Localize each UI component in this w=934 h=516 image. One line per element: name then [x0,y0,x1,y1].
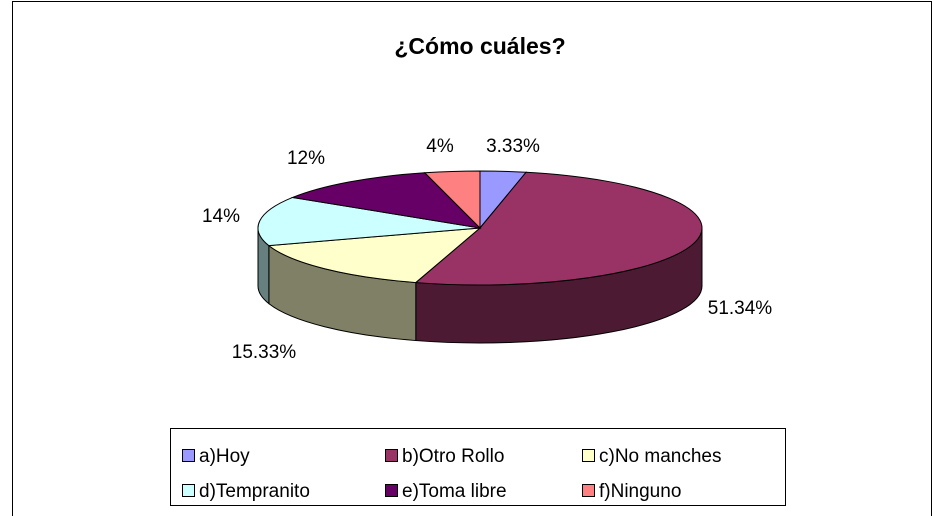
legend-label: a)Hoy [199,446,250,467]
legend-label: b)Otro Rollo [402,446,504,467]
legend-label: c)No manches [599,446,722,467]
data-label: 4% [426,136,454,157]
chart-title: ¿Cómo cuáles? [394,33,565,59]
legend-swatch [582,484,595,497]
legend-swatch [582,449,595,462]
data-label: 14% [202,206,240,227]
legend-label: f)Ninguno [599,481,681,502]
data-label: 3.33% [486,136,540,157]
legend-swatch [385,449,398,462]
slice [414,171,703,286]
legend-swatch [385,484,398,497]
legend-swatch [182,484,195,497]
slice [257,196,481,247]
data-label: 12% [287,148,325,169]
legend-box [170,428,786,506]
legend-label: d)Tempranito [199,481,310,502]
legend-swatch [182,449,195,462]
slice [290,172,482,229]
data-label: 15.33% [232,342,297,363]
data-label: 51.34% [708,298,773,319]
legend-label: e)Toma libre [402,481,507,502]
slice [423,170,481,230]
